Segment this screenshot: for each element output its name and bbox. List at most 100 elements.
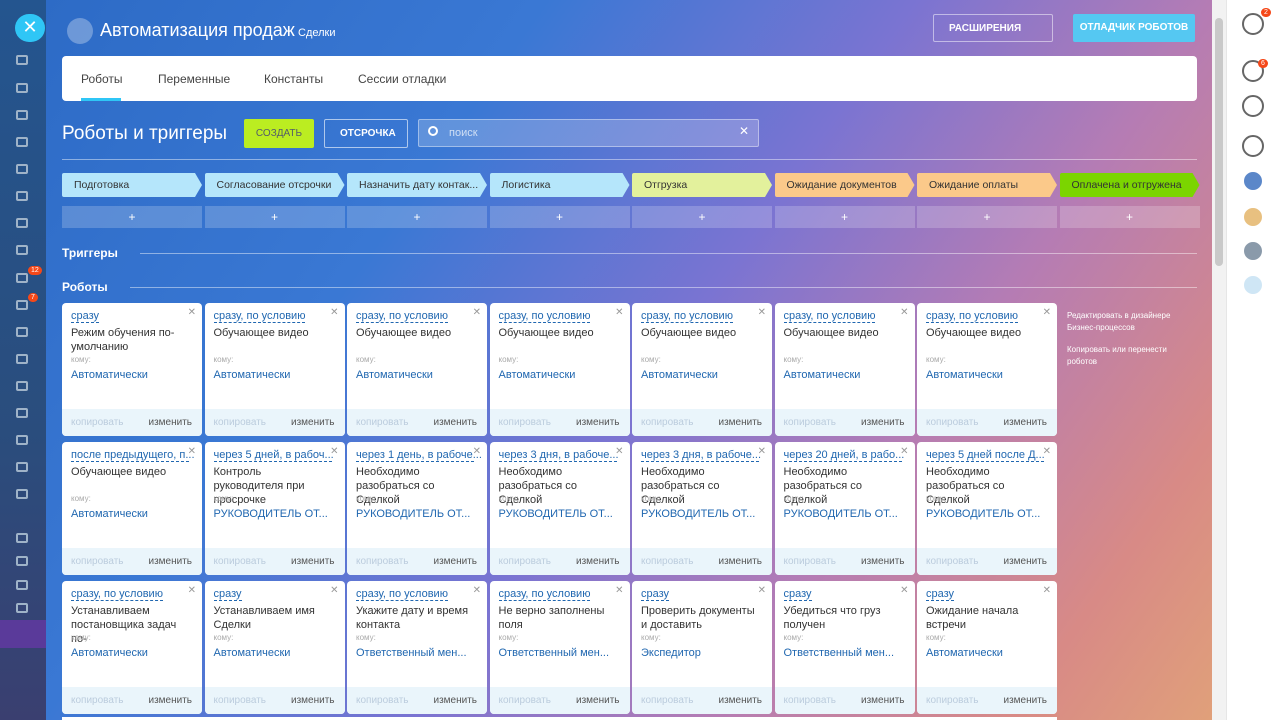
edit-link[interactable]: изменить	[575, 695, 620, 706]
robot-condition[interactable]: сразу	[783, 588, 812, 601]
copy-link[interactable]: копировать	[926, 417, 979, 428]
close-button[interactable]: ✕	[15, 14, 45, 42]
robot-condition[interactable]: сразу	[213, 588, 242, 601]
nav-icon[interactable]	[16, 191, 28, 201]
edit-link[interactable]: изменить	[575, 556, 620, 567]
search-clear[interactable]: ✕	[739, 124, 750, 138]
edit-link[interactable]: изменить	[433, 695, 477, 706]
robot-delete[interactable]: ✕	[900, 307, 909, 318]
copy-link[interactable]: копировать	[498, 417, 552, 428]
delay-button[interactable]: ОТСРОЧКА	[324, 119, 408, 148]
add-robot-button[interactable]: +	[347, 206, 487, 228]
sidebar-icon[interactable]	[1242, 206, 1264, 228]
sidebar-icon[interactable]	[1242, 135, 1264, 157]
robot-delete[interactable]: ✕	[757, 446, 766, 457]
edit-link[interactable]: изменить	[860, 695, 905, 706]
stage[interactable]: Назначить дату контак...	[347, 173, 487, 197]
copy-link[interactable]: копировать	[71, 417, 124, 428]
nav-icon[interactable]	[16, 462, 28, 472]
nav-icon[interactable]	[16, 381, 28, 391]
side-link[interactable]: Редактировать в дизайнере Бизнес-процесс…	[1067, 311, 1171, 332]
edit-link[interactable]: изменить	[718, 417, 762, 428]
edit-link[interactable]: изменить	[1003, 556, 1047, 567]
copy-link[interactable]: копировать	[498, 556, 552, 567]
nav-icon[interactable]	[16, 245, 28, 255]
robot-condition[interactable]: сразу, по условию	[498, 310, 591, 323]
tab[interactable]: Переменные	[158, 72, 231, 86]
robot-delete[interactable]: ✕	[615, 307, 624, 318]
nav-icon[interactable]	[16, 110, 28, 120]
robot-delete[interactable]: ✕	[900, 446, 909, 457]
robot-delete[interactable]: ✕	[615, 585, 624, 596]
sidebar-icon[interactable]	[1242, 95, 1264, 117]
robot-delete[interactable]: ✕	[472, 307, 481, 318]
robot-delete[interactable]: ✕	[1042, 307, 1051, 318]
robot-delete[interactable]: ✕	[330, 446, 339, 457]
add-robot-button[interactable]: +	[632, 206, 772, 228]
edit-link[interactable]: изменить	[148, 417, 192, 428]
robot-card[interactable]: сразу, по условию ✕ Обучающее видео кому: Ав…	[774, 303, 915, 436]
nav-icon[interactable]	[16, 218, 28, 228]
search-box[interactable]	[418, 119, 759, 147]
robot-card[interactable]: сразу, по условию ✕ Обучающее видео кому: Ав…	[917, 303, 1057, 436]
nav-icon[interactable]	[16, 273, 28, 283]
edit-link[interactable]: изменить	[860, 556, 905, 567]
robot-delete[interactable]: ✕	[1042, 446, 1051, 457]
robot-delete[interactable]: ✕	[615, 446, 624, 457]
robot-condition[interactable]: сразу, по условию	[213, 310, 306, 323]
add-robot-button[interactable]: +	[917, 206, 1057, 228]
add-robot-button[interactable]: +	[774, 206, 915, 228]
add-robot-button[interactable]: +	[62, 206, 202, 228]
robot-card[interactable]: сразу ✕ Проверить документы и доставить ком…	[632, 581, 772, 714]
edit-link[interactable]: изменить	[290, 556, 335, 567]
nav-icon[interactable]	[16, 533, 28, 543]
nav-icon[interactable]	[16, 603, 28, 613]
edit-link[interactable]: изменить	[290, 695, 335, 706]
copy-link[interactable]: копировать	[213, 417, 267, 428]
stage[interactable]: Ожидание оплаты	[917, 173, 1057, 197]
copy-link[interactable]: копировать	[783, 556, 837, 567]
edit-link[interactable]: изменить	[1003, 695, 1047, 706]
stage[interactable]: Логистика	[489, 173, 630, 197]
robot-card[interactable]: сразу, по условию ✕ Не верно заполнены пол…	[489, 581, 630, 714]
robot-delete[interactable]: ✕	[757, 585, 766, 596]
nav-icon[interactable]	[16, 556, 28, 566]
robot-condition[interactable]: сразу	[71, 310, 100, 323]
copy-link[interactable]: копировать	[783, 417, 837, 428]
robot-delete[interactable]: ✕	[900, 585, 909, 596]
copy-link[interactable]: копировать	[926, 695, 979, 706]
robot-condition[interactable]: сразу, по условию	[783, 310, 876, 323]
robot-card[interactable]: через 5 дней после Д... ✕ Необходимо разоб…	[917, 442, 1057, 575]
copy-link[interactable]: копировать	[641, 417, 694, 428]
copy-link[interactable]: копировать	[641, 556, 694, 567]
robot-delete[interactable]: ✕	[330, 307, 339, 318]
robot-card[interactable]: через 5 дней, в рабоч... ✕ Контроль руково…	[204, 442, 345, 575]
nav-icon[interactable]	[16, 83, 28, 93]
robot-delete[interactable]: ✕	[187, 307, 196, 318]
nav-icon[interactable]	[16, 489, 28, 499]
robot-condition[interactable]: через 3 дня, в рабоче...	[498, 449, 619, 462]
tab[interactable]: Роботы	[81, 72, 123, 86]
side-link[interactable]: Копировать или перенести роботов	[1067, 345, 1167, 366]
robot-card[interactable]: через 20 дней, в рабо... ✕ Необходимо разо…	[774, 442, 915, 575]
robot-delete[interactable]: ✕	[187, 446, 196, 457]
edit-link[interactable]: изменить	[718, 695, 762, 706]
copy-link[interactable]: копировать	[926, 556, 979, 567]
stage[interactable]: Согласование отсрочки	[204, 173, 345, 197]
robot-condition[interactable]: сразу, по условию	[498, 588, 591, 601]
create-button[interactable]: СОЗДАТЬ	[244, 119, 314, 148]
robot-condition[interactable]: сразу, по условию	[641, 310, 733, 323]
nav-icon[interactable]	[16, 408, 28, 418]
nav-icon[interactable]	[16, 300, 28, 310]
sidebar-icon[interactable]	[1242, 13, 1264, 35]
robot-card[interactable]: через 3 дня, в рабоче... ✕ Необходимо разо…	[632, 442, 772, 575]
robot-condition[interactable]: через 20 дней, в рабо...	[783, 449, 905, 462]
debugger-button[interactable]: ОТЛАДЧИК РОБОТОВ	[1073, 14, 1195, 42]
edit-link[interactable]: изменить	[860, 417, 905, 428]
extensions-button[interactable]: РАСШИРЕНИЯ	[933, 14, 1053, 42]
add-robot-button[interactable]: +	[1059, 206, 1200, 228]
nav-icon[interactable]	[16, 580, 28, 590]
robot-condition[interactable]: сразу, по условию	[71, 588, 163, 601]
robot-condition[interactable]: сразу, по условию	[926, 310, 1018, 323]
copy-link[interactable]: копировать	[71, 556, 124, 567]
